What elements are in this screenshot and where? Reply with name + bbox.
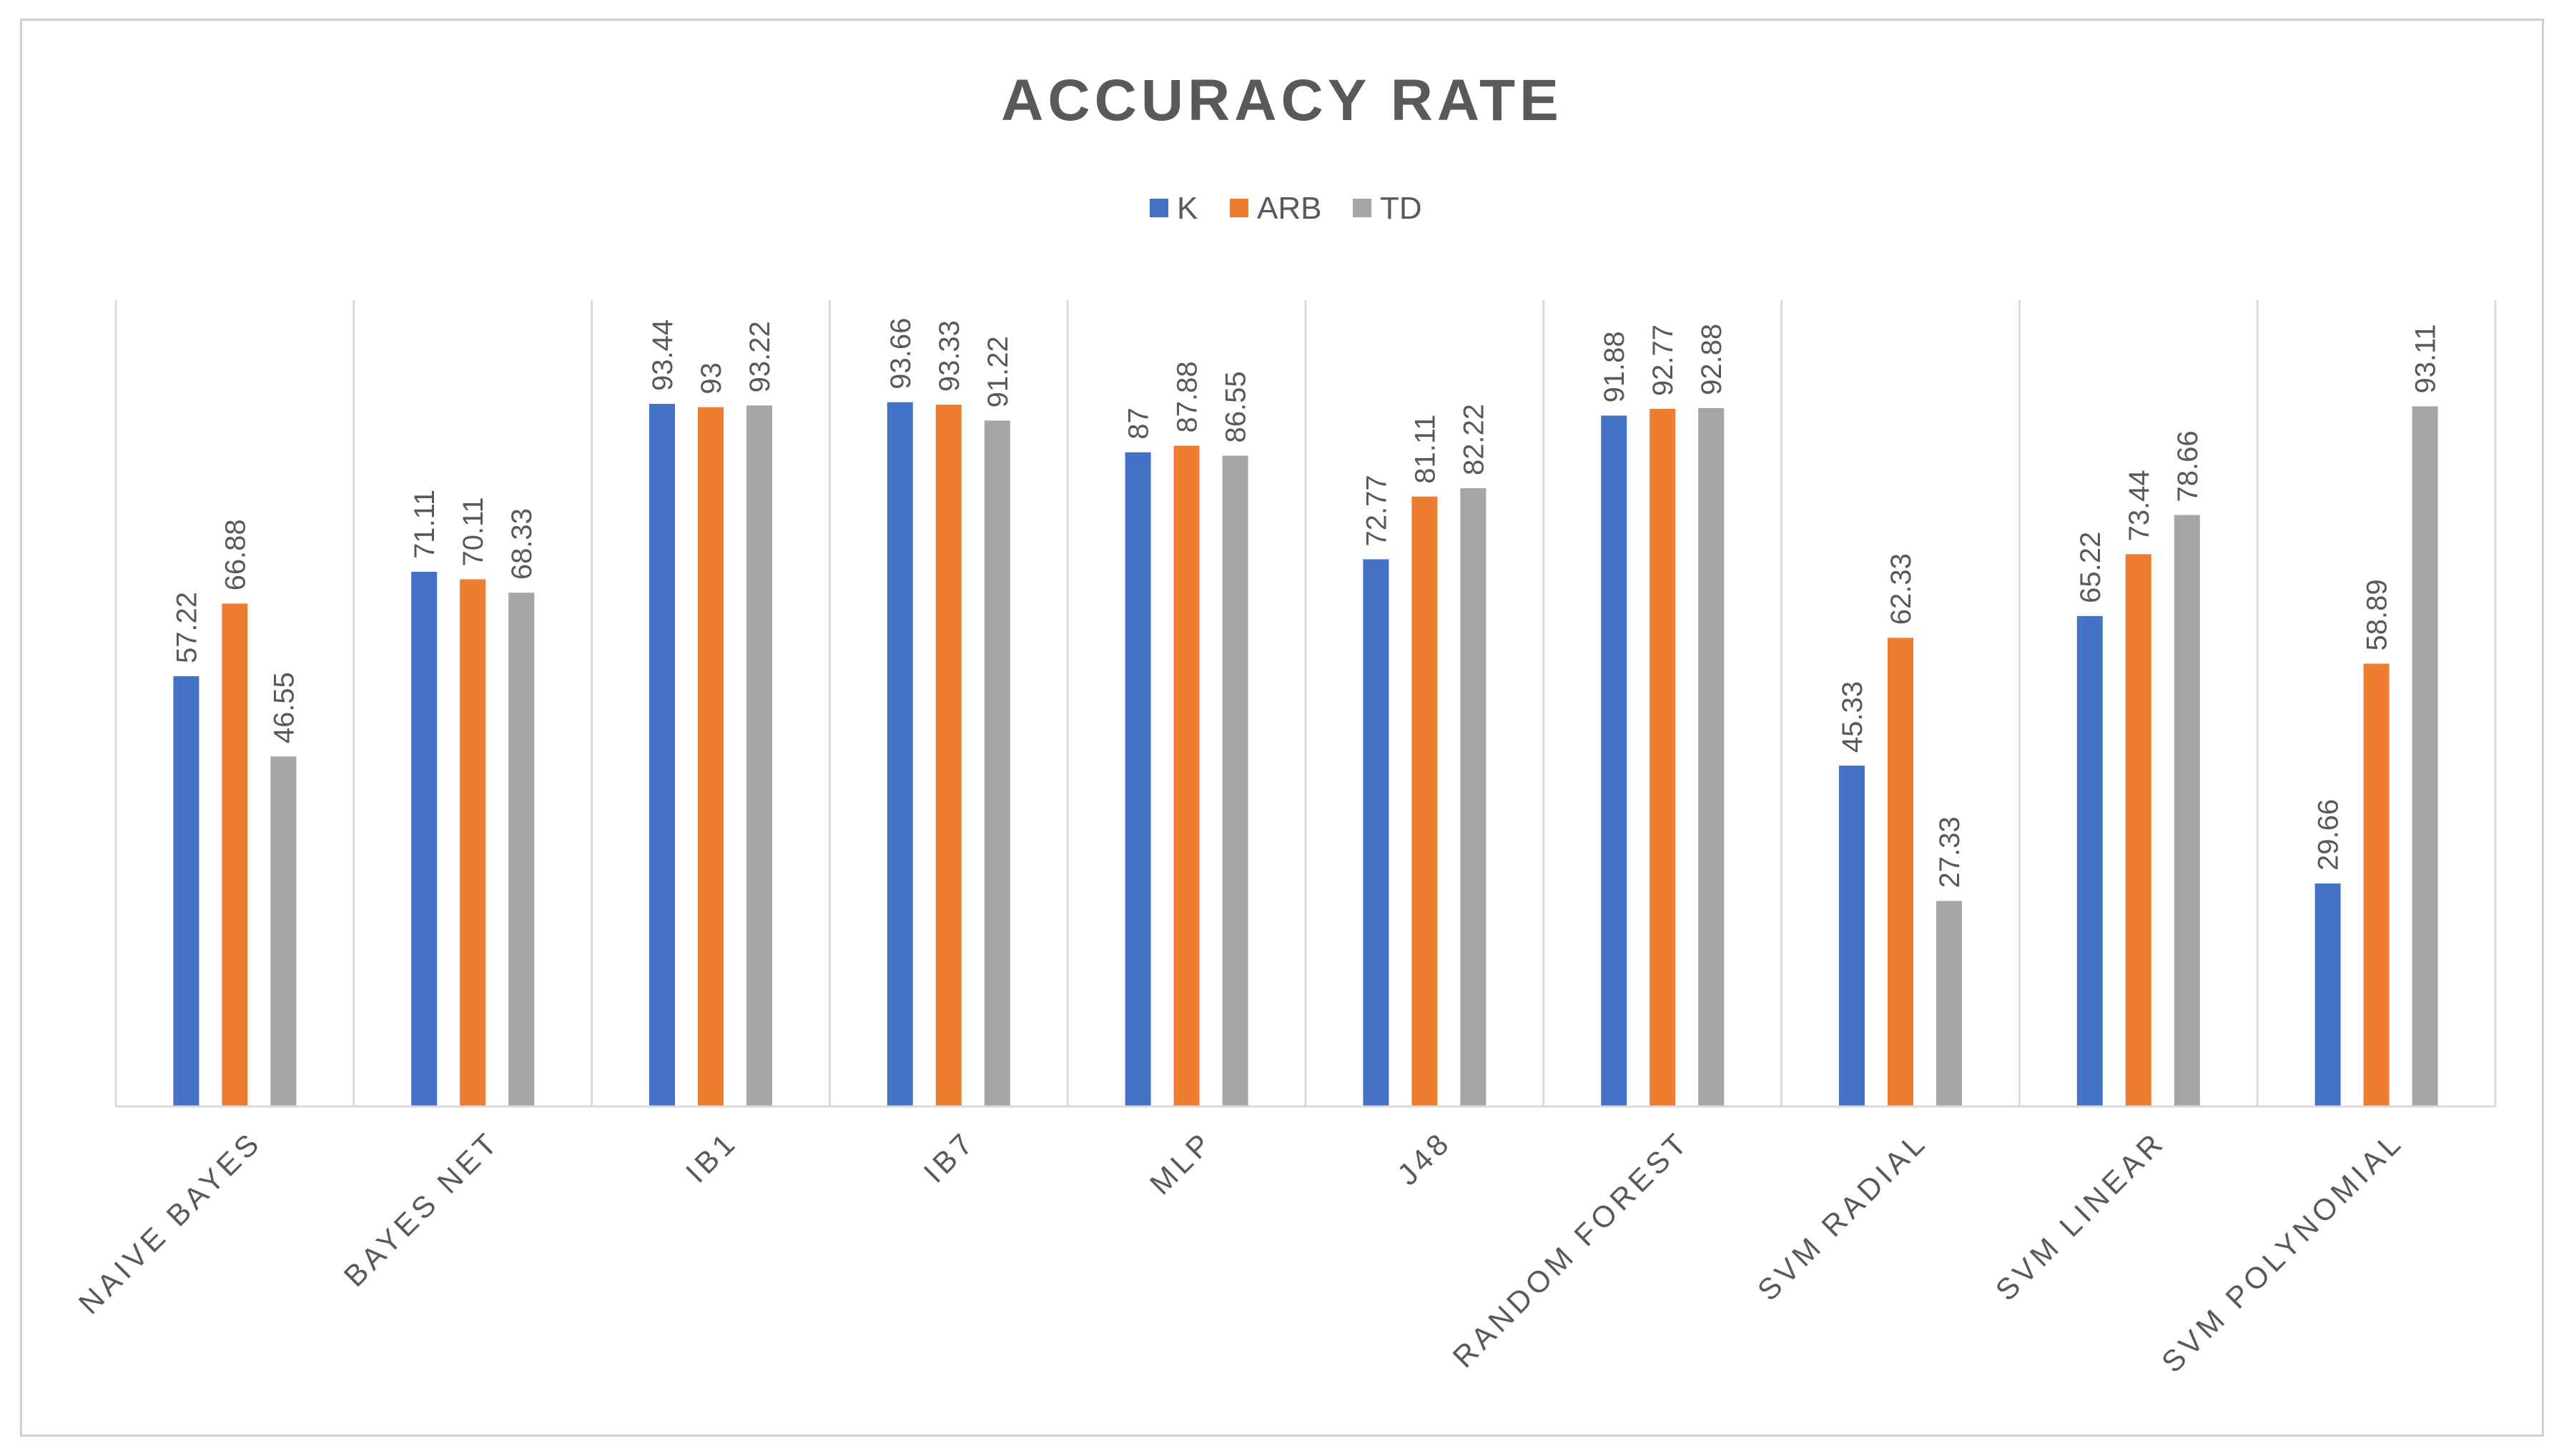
x-tick-label-mlp: MLP <box>1143 1124 1220 1201</box>
x-tick-label-ib7: IB7 <box>917 1124 982 1189</box>
bar-svm-radial-td <box>1936 901 1962 1106</box>
bar-svm-linear-arb <box>2125 554 2151 1106</box>
bar-svm-polynomial-k <box>2314 883 2341 1106</box>
bar-ib1-k <box>649 404 675 1106</box>
bar-random-forest-arb <box>1650 409 1676 1106</box>
data-label-ib1-arb: 93 <box>696 362 727 395</box>
data-label-mlp-arb: 87.88 <box>1172 361 1203 432</box>
x-tick-label-j48: J48 <box>1391 1124 1458 1192</box>
bar-ib1-td <box>746 405 772 1106</box>
bar-random-forest-td <box>1698 407 1725 1106</box>
x-tick-label-svm-radial: SVM RADIAL <box>1751 1124 1934 1307</box>
bar-svm-linear-td <box>2174 515 2200 1106</box>
data-label-mlp-td: 86.55 <box>1221 371 1252 442</box>
legend-swatch-arb <box>1230 199 1248 217</box>
x-tick-label-svm-polynomial: SVM POLYNOMIAL <box>2155 1124 2410 1379</box>
data-label-svm-radial-k: 45.33 <box>1837 681 1868 753</box>
data-labels: 57.22 66.88 46.55 71.11 70.11 68.33 93.44 93 93.… <box>171 318 2441 888</box>
bar-svm-polynomial-td <box>2412 406 2438 1106</box>
x-tick-label-naive-bayes: NAIVE BAYES <box>72 1124 268 1320</box>
bar-svm-polynomial-arb <box>2363 663 2390 1106</box>
bar-ib7-k <box>887 402 913 1106</box>
bar-svm-linear-k <box>2076 615 2103 1106</box>
data-label-naive-bayes-k: 57.22 <box>171 592 202 663</box>
data-label-bayes-net-k: 71.11 <box>409 490 440 559</box>
bar-ib7-arb <box>935 405 962 1106</box>
data-label-mlp-k: 87 <box>1123 407 1155 440</box>
x-tick-label-random-forest: RANDOM FOREST <box>1446 1124 1695 1374</box>
data-label-j48-k: 72.77 <box>1361 475 1392 546</box>
data-label-random-forest-arb: 92.77 <box>1647 325 1679 396</box>
legend: K ARB TD <box>1150 191 1422 226</box>
bar-j48-k <box>1363 559 1389 1106</box>
bar-bayes-net-td <box>508 593 535 1106</box>
bar-ib1-arb <box>698 407 724 1106</box>
bars <box>173 402 2438 1106</box>
bar-naive-bayes-td <box>270 756 297 1106</box>
data-label-svm-polynomial-arb: 58.89 <box>2362 579 2393 650</box>
legend-label-arb: ARB <box>1257 191 1321 226</box>
x-tick-label-svm-linear: SVM LINEAR <box>1989 1124 2172 1307</box>
bar-mlp-arb <box>1173 445 1200 1106</box>
x-tick-label-bayes-net: BAYES NET <box>337 1124 506 1293</box>
category-separators <box>114 300 2497 1106</box>
x-tick-label-ib1: IB1 <box>679 1124 744 1189</box>
data-label-j48-td: 82.22 <box>1458 404 1489 475</box>
bar-j48-td <box>1460 488 1486 1106</box>
bar-svm-radial-k <box>1839 766 1865 1106</box>
bar-svm-radial-arb <box>1888 638 1913 1106</box>
data-label-svm-linear-arb: 73.44 <box>2124 470 2155 541</box>
data-label-random-forest-td: 92.88 <box>1696 324 1727 395</box>
bar-naive-bayes-arb <box>222 603 248 1106</box>
data-label-random-forest-k: 91.88 <box>1599 331 1630 402</box>
data-label-svm-linear-k: 65.22 <box>2075 532 2106 603</box>
bar-random-forest-k <box>1601 415 1627 1106</box>
data-label-svm-linear-td: 78.66 <box>2172 430 2204 502</box>
bar-ib7-td <box>984 420 1010 1106</box>
data-label-ib7-td: 91.22 <box>982 336 1014 407</box>
chart-title: ACCURACY RATE <box>1001 68 1563 133</box>
data-label-bayes-net-td: 68.33 <box>506 508 538 580</box>
data-label-ib7-arb: 93.33 <box>934 320 965 392</box>
bar-mlp-k <box>1125 452 1151 1106</box>
data-label-svm-polynomial-td: 93.11 <box>2410 324 2442 393</box>
bar-mlp-td <box>1222 455 1248 1106</box>
data-label-svm-radial-arb: 62.33 <box>1885 553 1917 625</box>
data-label-naive-bayes-td: 46.55 <box>268 672 300 743</box>
data-label-svm-radial-td: 27.33 <box>1934 816 1966 888</box>
bar-naive-bayes-k <box>173 676 199 1106</box>
data-label-j48-arb: 81.11 <box>1409 415 1441 484</box>
data-label-svm-polynomial-k: 29.66 <box>2313 799 2344 871</box>
legend-swatch-k <box>1150 199 1168 217</box>
legend-label-td: TD <box>1380 191 1422 226</box>
chart-frame <box>20 19 2544 1437</box>
data-label-naive-bayes-arb: 66.88 <box>220 519 251 590</box>
legend-label-k: K <box>1177 191 1198 226</box>
data-label-ib1-td: 93.22 <box>744 321 776 392</box>
bar-bayes-net-k <box>411 571 438 1106</box>
data-label-ib7-k: 93.66 <box>885 318 917 390</box>
legend-swatch-td <box>1353 199 1371 217</box>
data-label-ib1-k: 93.44 <box>647 320 679 391</box>
data-label-bayes-net-arb: 70.11 <box>458 497 489 566</box>
bar-j48-arb <box>1411 496 1438 1106</box>
bar-bayes-net-arb <box>460 579 486 1106</box>
